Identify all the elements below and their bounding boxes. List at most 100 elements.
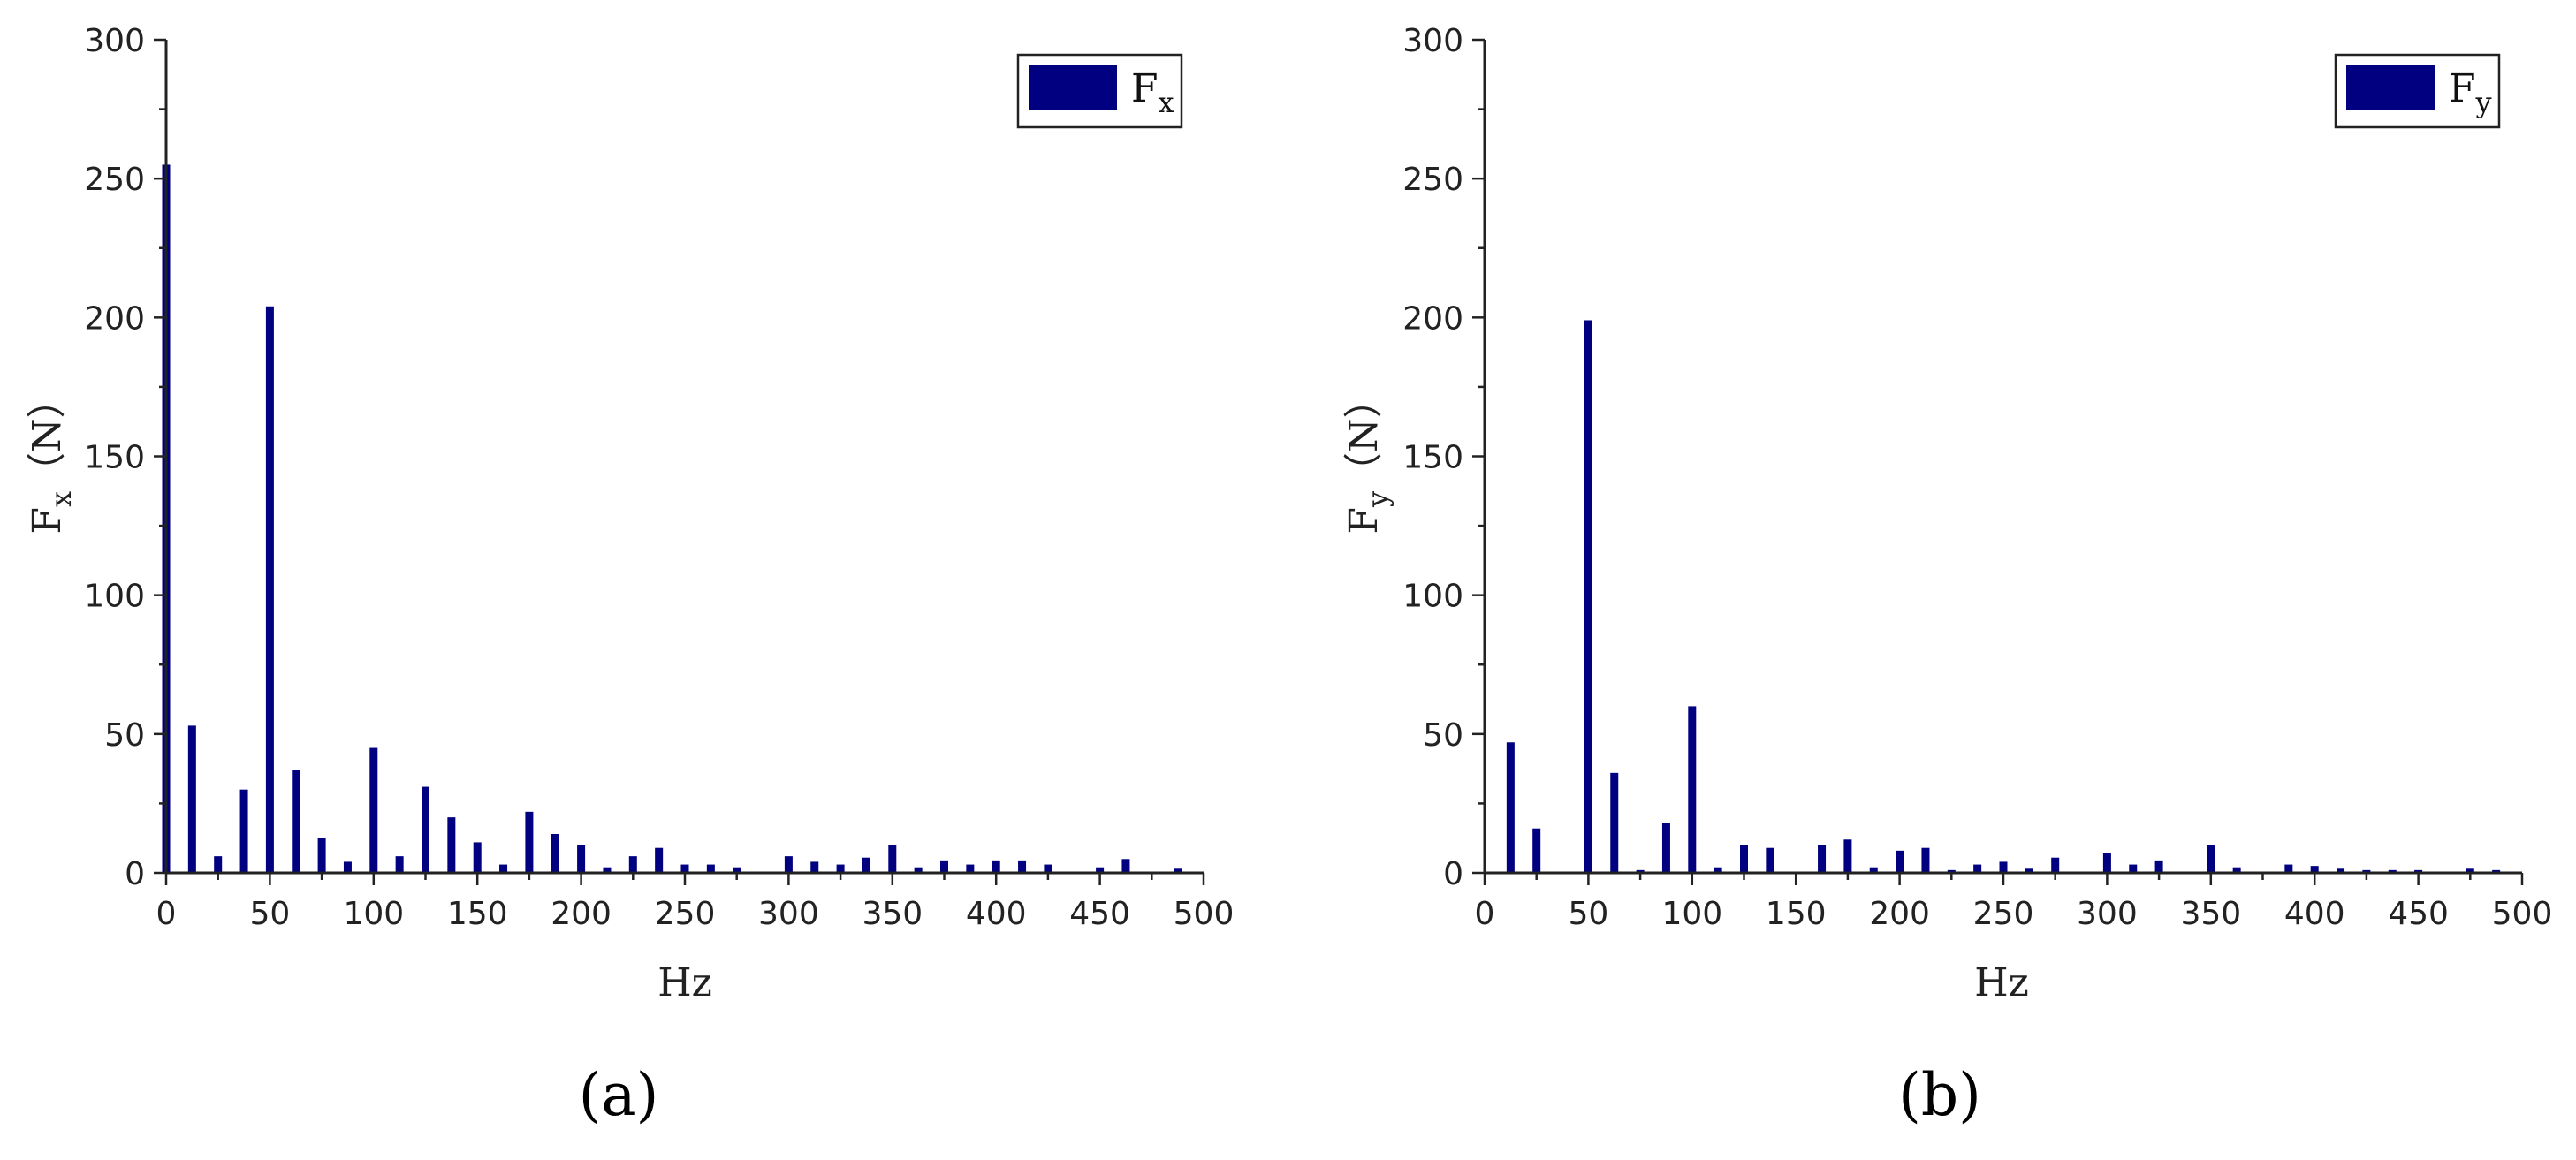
y-tick-label-b: 300 [1402,23,1463,59]
x-tick-label-a: 150 [447,896,508,932]
bar-a-125 [422,786,429,873]
y-tick-label-a: 100 [84,579,145,615]
bar-a-450 [1096,867,1105,873]
bar-b-212.5 [1921,847,1930,873]
bar-a-112.5 [395,856,404,873]
bar-a-425 [1044,864,1052,873]
bar-b-450 [2414,869,2423,873]
x-tick-label-a: 250 [655,896,716,932]
y-tick-label-a: 0 [125,856,145,892]
bar-b-175 [1843,839,1852,873]
bar-a-337.5 [862,857,870,873]
x-tick-label-b: 100 [1661,896,1722,932]
bar-b-325 [2154,860,2163,873]
x-tick-label-a: 200 [551,896,612,932]
x-tick-label-a: 0 [156,896,177,932]
bar-a-362.5 [914,867,923,873]
bar-a-50 [265,306,274,873]
x-tick-label-b: 450 [2388,896,2449,932]
bar-a-487.5 [1174,868,1182,873]
panel-label-b: (b) [1898,1061,1981,1129]
bar-b-300 [2102,853,2111,873]
bar-b-162.5 [1818,845,1827,873]
chart-panel-a: 0 50 100 150 200 250 300 350 400 450 500 0 50 100 150 2… [25,23,1234,1129]
bar-b-225 [1947,869,1956,873]
bar-b-250 [1999,861,2008,873]
bar-a-225 [628,856,637,873]
bar-a-75 [317,838,326,873]
bar-b-100 [1688,706,1697,873]
bar-b-425 [2362,869,2371,873]
x-tick-label-b: 400 [2284,896,2345,932]
legend-swatch-fy [2346,65,2435,110]
x-axis-title-a: Hz [657,960,712,1005]
bar-a-375 [940,860,948,873]
bar-b-487.5 [2492,869,2501,873]
y-tick-label-a: 200 [84,300,145,337]
bar-b-275 [2051,857,2060,873]
x-tick-label-b: 150 [1766,896,1827,932]
bar-b-50 [1584,320,1592,874]
bar-b-137.5 [1766,847,1774,873]
bar-a-137.5 [447,817,456,873]
bar-b-350 [2207,845,2215,873]
y-tick-label-b: 250 [1402,162,1463,198]
bar-b-25 [1532,828,1541,873]
bar-b-412.5 [2337,868,2345,873]
bars-a [162,164,1182,873]
bar-b-312.5 [2129,864,2138,873]
bar-a-300 [784,856,793,873]
y-tick-label-a: 50 [104,717,145,754]
axes-a: 0 50 100 150 200 250 300 350 400 450 500 0 50 100 150 2… [84,23,1234,932]
bar-a-262.5 [706,864,715,873]
y-axis-title-a: Fx（N） [25,379,78,534]
bar-b-87.5 [1661,823,1670,873]
bar-a-325 [836,864,845,873]
bar-b-187.5 [1869,867,1878,873]
bar-a-275 [733,867,741,873]
x-tick-label-a: 400 [966,896,1027,932]
bar-b-62.5 [1610,772,1619,873]
bar-a-200 [577,845,586,873]
bar-b-437.5 [2388,869,2397,873]
x-tick-label-a: 500 [1174,896,1235,932]
bar-a-62.5 [292,770,300,873]
axes-b: 0 50 100 150 200 250 300 350 400 450 500 0 50 100 150 2… [1402,23,2552,932]
bar-b-387.5 [2284,864,2293,873]
bar-b-362.5 [2232,867,2241,873]
bar-a-87.5 [343,861,352,873]
bar-a-187.5 [551,833,559,873]
bar-a-400 [992,860,1000,873]
bar-a-212.5 [603,867,612,873]
x-tick-label-b: 350 [2180,896,2241,932]
x-tick-label-a: 350 [862,896,923,932]
legend-b: Fy [2334,53,2501,129]
bar-b-112.5 [1714,867,1722,873]
x-tick-label-b: 500 [2492,896,2553,932]
bar-a-162.5 [499,864,508,873]
x-tick-label-b: 250 [1973,896,2034,932]
y-tick-label-a: 250 [84,162,145,198]
y-tick-label-b: 100 [1402,579,1463,615]
legend-label-fy: Fy [2449,66,2492,119]
y-tick-label-b: 50 [1423,717,1463,754]
x-tick-label-b: 0 [1475,896,1495,932]
x-axis-title-b: Hz [1974,960,2029,1005]
bar-b-475 [2466,868,2474,873]
bar-a-175 [525,811,534,873]
y-tick-label-a: 300 [84,23,145,59]
bar-b-200 [1896,850,1904,873]
bar-b-237.5 [1973,864,1982,873]
bar-b-262.5 [2025,868,2033,873]
bar-a-412.5 [1018,860,1027,873]
legend-label-fx: Fx [1131,66,1174,119]
bar-b-12.5 [1506,742,1515,873]
y-tick-label-b: 150 [1402,440,1463,476]
bar-a-100 [369,747,378,873]
bar-b-400 [2310,866,2319,873]
legend-swatch-fx [1029,65,1117,110]
x-tick-label-b: 200 [1869,896,1930,932]
bar-a-150 [473,842,482,873]
chart-panel-b: 0 50 100 150 200 250 300 350 400 450 500 0 50 100 150 2… [1341,23,2552,1129]
x-tick-label-a: 50 [249,896,290,932]
